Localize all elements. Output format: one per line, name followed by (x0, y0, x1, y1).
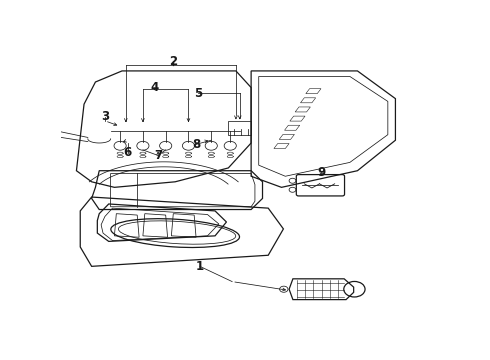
Text: 1: 1 (196, 260, 204, 273)
Text: 8: 8 (192, 138, 200, 151)
Text: 4: 4 (150, 81, 158, 94)
Text: 3: 3 (101, 110, 109, 123)
Text: 7: 7 (154, 149, 162, 162)
Text: 6: 6 (123, 146, 132, 159)
Text: 5: 5 (194, 87, 202, 100)
Text: 9: 9 (317, 166, 325, 179)
Text: 2: 2 (169, 55, 177, 68)
